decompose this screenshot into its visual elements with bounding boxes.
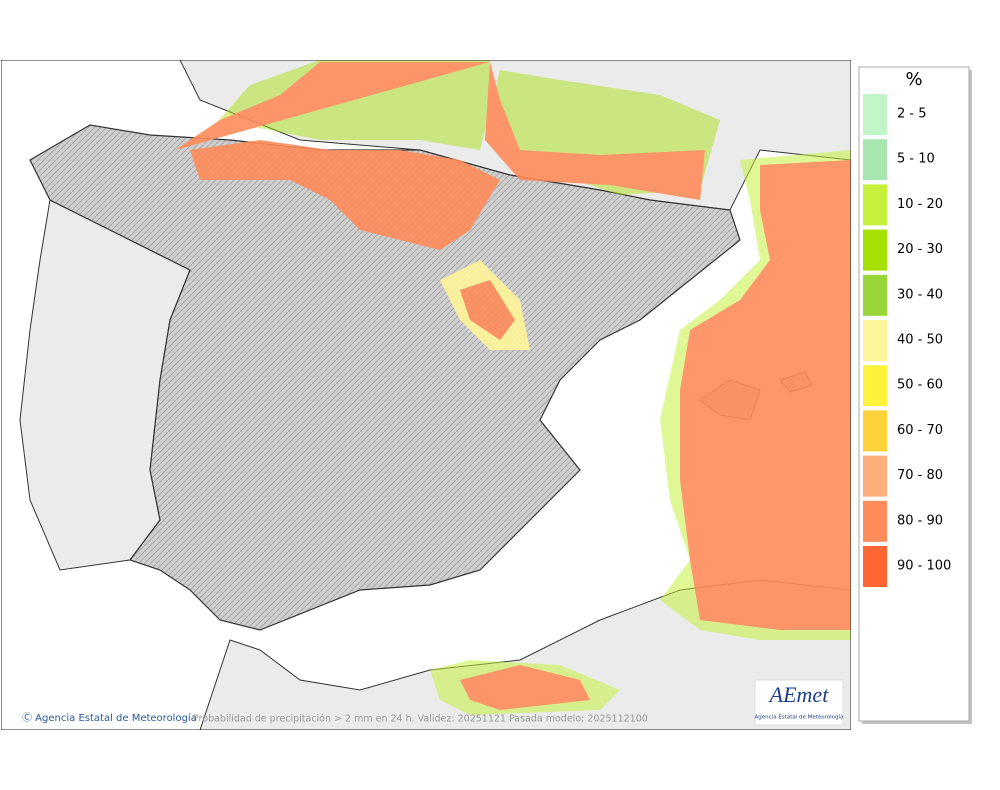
precipitation-probability [175,60,851,715]
logo-name: AEmet [768,682,830,707]
credit: Ⓒ Agencia Estatal de Meteorología [22,712,197,724]
legend-label: 70 - 80 [897,468,943,483]
legend-swatch [863,320,887,361]
caption: Probabilidad de precipitación > 2 mm en … [193,714,648,725]
legend-label: 50 - 60 [897,378,943,393]
legend-title: % [905,69,922,90]
legend-swatch [863,139,887,181]
legend-label: 10 - 20 [897,197,943,212]
legend-swatch [863,546,887,587]
legend-swatch [863,274,887,316]
legend-label: 2 - 5 [897,107,927,122]
legend-label: 60 - 70 [897,423,943,438]
logo-subtitle: Agencia Estatal de Meteorología [755,714,844,721]
legend-swatch [863,455,887,497]
logo-box [754,679,844,726]
map [1,60,851,730]
legend-label: 20 - 30 [897,242,943,257]
legend-label: 30 - 40 [897,287,943,302]
legend-swatch [863,500,887,542]
legend-swatch [863,229,887,271]
legend: % 2 - 5 5 - 10 10 - 20 20 - 30 30 - 40 40 - 5… [858,66,972,724]
legend-label: 90 - 100 [897,559,951,574]
legend-label: 5 - 10 [897,152,935,167]
legend-label: 40 - 50 [897,333,943,348]
legend-label: 80 - 90 [897,513,943,528]
legend-swatch [863,184,887,226]
legend-swatch [863,94,887,135]
legend-swatch [863,410,887,452]
legend-swatch [863,365,887,407]
